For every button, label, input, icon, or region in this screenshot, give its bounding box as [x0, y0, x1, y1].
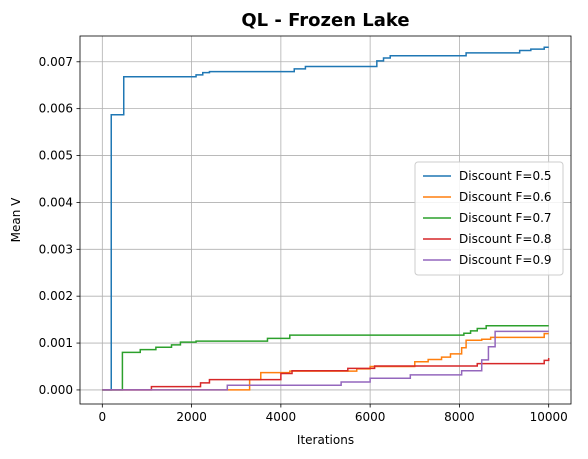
y-tick-label: 0.007: [39, 55, 73, 69]
x-axis: 0 2000 4000 6000 8000 10000: [98, 404, 568, 424]
legend-label: Discount F=0.7: [459, 211, 552, 225]
series-line-5: [102, 330, 549, 391]
x-tick-label: 6000: [355, 410, 386, 424]
legend-label: Discount F=0.5: [459, 169, 552, 183]
y-tick-label: 0.006: [39, 102, 73, 116]
x-tick-label: 2000: [176, 410, 207, 424]
y-tick-label: 0.000: [39, 383, 73, 397]
y-tick-label: 0.005: [39, 149, 73, 163]
legend-box: [414, 161, 564, 276]
y-axis-label: Mean V: [9, 197, 23, 243]
series-line-1: [102, 46, 549, 391]
chart-title: QL - Frozen Lake: [241, 10, 409, 31]
y-axis: 0.000 0.001 0.002 0.003 0.004 0.005 0.006 0.007: [39, 55, 80, 397]
x-tick-label: 10000: [530, 410, 568, 424]
legend-label: Discount F=0.8: [459, 232, 552, 246]
legend: Discount F=0.5 Discount F=0.6 Discount F=0…: [414, 161, 564, 276]
y-tick-label: 0.004: [39, 195, 73, 209]
y-tick-label: 0.001: [39, 336, 73, 350]
y-tick-label: 0.002: [39, 289, 73, 303]
series-line-4: [102, 358, 550, 391]
x-tick-label: 8000: [444, 410, 475, 424]
series-line-2: [102, 332, 549, 391]
x-axis-label: Iterations: [297, 433, 354, 447]
x-tick-label: 4000: [266, 410, 297, 424]
plot-area: [102, 46, 550, 391]
plot-frame: [79, 35, 572, 405]
x-tick-label: 0: [98, 410, 106, 424]
legend-label: Discount F=0.6: [459, 190, 552, 204]
y-tick-label: 0.003: [39, 242, 73, 256]
series-line-3: [102, 324, 549, 391]
legend-label: Discount F=0.9: [459, 253, 552, 267]
